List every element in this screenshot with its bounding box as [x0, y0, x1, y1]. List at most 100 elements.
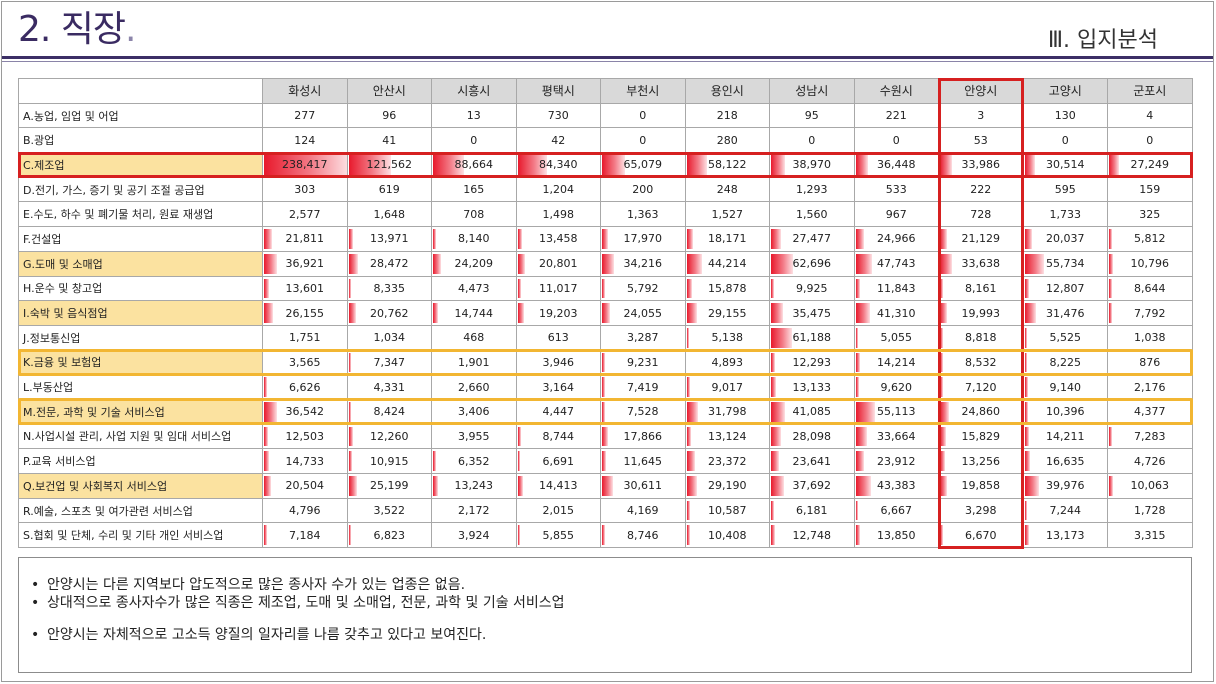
value-cell: 61,188: [769, 324, 855, 351]
value-cell: 4,447: [515, 398, 601, 425]
industry-label: Q.보건업 및 사회복지 서비스업: [18, 473, 263, 499]
data-bar: [686, 278, 693, 299]
value-text: 26,155: [285, 306, 325, 320]
value-text: 1,204: [542, 183, 575, 197]
value-text: 4,893: [711, 355, 744, 369]
value-cell: 23,372: [684, 448, 770, 474]
value-cell: 62,696: [769, 250, 855, 277]
value-text: 29,190: [708, 479, 747, 493]
value-text: 200: [632, 183, 654, 197]
city-header: 안양시: [938, 78, 1024, 104]
value-cell: 3,164: [515, 374, 601, 400]
value-text: 221: [885, 109, 907, 123]
data-bar: [348, 525, 352, 546]
data-bar: [348, 155, 392, 175]
value-text: 1,034: [373, 331, 406, 345]
value-cell: 41,310: [853, 300, 939, 326]
value-cell: 1,204: [515, 176, 601, 203]
data-bar: [855, 303, 870, 323]
value-text: 14,211: [1046, 429, 1085, 443]
value-text: 6,823: [373, 528, 406, 542]
value-text: 0: [1146, 133, 1154, 147]
value-cell: 11,843: [853, 275, 939, 302]
value-cell: 13,971: [346, 226, 432, 252]
table-row: K.금융 및 보험업 3,565 7,347 1,901 3,946 9,231 4,893…: [18, 349, 1193, 376]
data-bar: [517, 155, 548, 175]
data-bar: [602, 426, 609, 447]
value-cell: 36,542: [262, 398, 348, 425]
value-cell: 33,986: [938, 152, 1024, 178]
value-text: 11,017: [539, 281, 578, 295]
value-cell: 24,966: [853, 226, 939, 252]
value-text: 5,855: [542, 528, 575, 542]
value-text: 619: [378, 183, 400, 197]
data-bar: [771, 352, 776, 373]
value-text: 2,660: [458, 380, 490, 394]
table-row: B.광업 124 41 0 42 0 280 0 0 53 0 0: [18, 127, 1193, 154]
value-cell: 33,664: [853, 423, 939, 450]
value-cell: 7,347: [346, 349, 432, 376]
value-text: 19,858: [961, 479, 1001, 493]
value-cell: 0: [769, 127, 855, 154]
value-text: 9,140: [1049, 380, 1082, 394]
value-cell: 222: [938, 176, 1024, 203]
data-bar: [686, 451, 695, 471]
value-cell: 325: [1107, 201, 1193, 228]
industry-label: B.광업: [18, 127, 263, 154]
value-text: 1,293: [796, 183, 828, 197]
value-text: 730: [547, 109, 569, 123]
value-text: 325: [1139, 207, 1161, 221]
value-cell: 1,293: [769, 176, 855, 203]
value-cell: 13,133: [769, 374, 855, 400]
table-row: J.정보통신업 1,751 1,034 468 613 3,287 5,138 61,188 5…: [18, 324, 1193, 351]
table-row: Q.보건업 및 사회복지 서비스업 20,504 25,199 13,243 14,41…: [18, 473, 1193, 499]
value-cell: 15,829: [938, 423, 1024, 450]
data-bar: [855, 253, 873, 274]
value-text: 21,129: [961, 232, 1001, 246]
title-dot: .: [125, 9, 136, 50]
value-cell: 2,172: [431, 497, 517, 524]
value-text: 12,807: [1046, 281, 1085, 295]
table-row: E.수도, 하수 및 폐기물 처리, 원료 재생업 2,577 1,648 708 1,…: [18, 201, 1193, 228]
data-bar: [264, 451, 270, 471]
value-text: 876: [1139, 355, 1161, 369]
value-cell: 8,424: [346, 398, 432, 425]
data-bar: [1024, 451, 1031, 471]
data-bar: [940, 476, 947, 496]
value-text: 13,243: [454, 479, 494, 493]
value-text: 25,199: [370, 479, 409, 493]
data-bar: [855, 327, 859, 348]
value-text: 3,565: [289, 355, 321, 369]
value-text: 1,038: [1134, 331, 1166, 345]
value-text: 13,173: [1046, 528, 1085, 542]
value-cell: 4,796: [262, 497, 348, 524]
value-cell: 29,190: [684, 473, 770, 499]
data-bar: [771, 253, 793, 274]
value-cell: 41: [346, 127, 432, 154]
value-cell: 8,746: [600, 522, 686, 549]
value-text: 8,644: [1134, 281, 1166, 295]
value-cell: 23,912: [853, 448, 939, 474]
value-text: 5,055: [880, 331, 913, 345]
value-text: 36,448: [877, 158, 916, 172]
value-text: 7,528: [627, 405, 659, 419]
value-cell: 3: [938, 102, 1024, 129]
value-text: 13,601: [285, 281, 325, 295]
data-bar: [940, 352, 943, 373]
industry-label: L.부동산업: [18, 374, 263, 400]
value-cell: 5,855: [515, 522, 601, 549]
value-cell: 3,565: [262, 349, 348, 376]
value-text: 13: [466, 109, 481, 123]
value-text: 4,796: [289, 504, 321, 518]
value-text: 468: [463, 331, 485, 345]
value-cell: 27,477: [769, 226, 855, 252]
industry-label: J.정보통신업: [18, 324, 263, 351]
industry-label: F.건설업: [18, 226, 263, 252]
data-bar: [771, 451, 780, 471]
data-bar: [940, 303, 947, 323]
value-text: 18,171: [708, 232, 747, 246]
value-cell: 24,209: [431, 250, 517, 277]
value-cell: 55,734: [1022, 250, 1108, 277]
value-text: 3,946: [542, 355, 575, 369]
value-text: 1,527: [711, 207, 744, 221]
